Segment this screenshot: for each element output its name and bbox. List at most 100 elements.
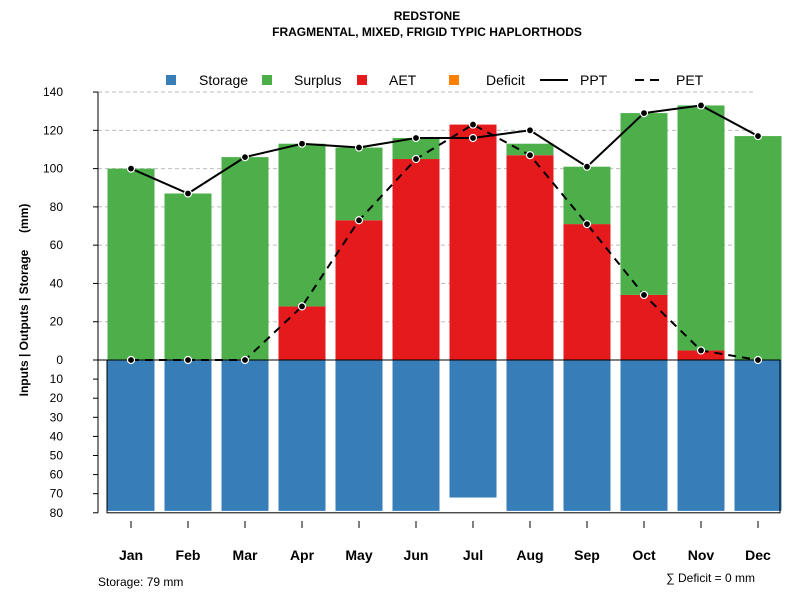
x-axis-ticks: Jan Feb Mar Apr May Jun Jul Aug Sep Oct Nov Dec: [119, 521, 771, 563]
storage-bar: [221, 360, 269, 511]
storage-bar: [677, 360, 725, 511]
x-tick-label: Nov: [688, 547, 715, 563]
x-tick-label: Jan: [119, 547, 143, 563]
ppt-line-point: [240, 153, 250, 162]
aet-bar: [392, 159, 440, 360]
surplus-bar: [164, 193, 212, 360]
x-tick-label: Dec: [745, 547, 771, 563]
y-tick-label: 60: [50, 468, 64, 482]
ppt-line-point: [525, 126, 535, 135]
surplus-bar: [335, 147, 383, 221]
y-tick-label: 30: [50, 410, 64, 424]
y-tick-label: 120: [43, 123, 63, 137]
storage-bar: [734, 360, 782, 511]
pet-line-point: [525, 151, 535, 160]
aet-bar: [506, 155, 554, 360]
storage-bar: [620, 360, 668, 511]
pet-line-point: [696, 346, 706, 355]
x-tick-label: Aug: [516, 547, 543, 563]
surplus-bar: [506, 143, 554, 156]
storage-bar: [278, 360, 326, 511]
storage-bar: [449, 360, 497, 498]
y-tick-label: 40: [50, 276, 64, 290]
chart-title: REDSTONE: [394, 9, 460, 23]
surplus-bar: [734, 136, 782, 360]
storage-bar: [335, 360, 383, 511]
y-tick-label: 20: [50, 391, 64, 405]
legend-surplus-label: Surplus: [294, 72, 341, 88]
storage-bar: [563, 360, 611, 511]
y-tick-label: 80: [50, 200, 64, 214]
storage-frame: [106, 359, 781, 514]
ppt-line-point: [411, 133, 421, 143]
ppt-line-point: [753, 131, 763, 141]
pet-line-point: [582, 220, 592, 229]
surplus-bar: [563, 166, 611, 225]
x-tick-label: May: [345, 547, 372, 563]
y-tick-label: 60: [50, 238, 64, 252]
y-axis-label: Inputs | Outputs | Storage (mm): [17, 204, 31, 397]
pet-line-point: [297, 302, 307, 311]
ppt-line-point: [297, 139, 307, 148]
legend-deficit-label: Deficit: [486, 72, 525, 88]
surplus-bar: [107, 168, 155, 360]
ppt-line-point: [468, 133, 478, 143]
ppt-line-point: [696, 101, 706, 110]
y-tick-label: 20: [50, 315, 64, 329]
pet-line-point: [354, 216, 364, 225]
legend-storage-label: Storage: [199, 72, 248, 88]
axes: [97, 92, 781, 514]
y-tick-label: 10: [50, 372, 64, 386]
ppt-line-point: [582, 162, 592, 171]
y-tick-label: 100: [43, 162, 63, 176]
legend-surplus-swatch: [262, 75, 272, 85]
series-lines: [126, 101, 763, 365]
deficit-note: ∑ Deficit = 0 mm: [666, 571, 755, 585]
x-tick-label: Sep: [574, 547, 600, 563]
y-axis-ticks: 0 20 40 60 80 100 120 140 10 20 30 40 50 60 70 80: [43, 85, 98, 520]
bars: [107, 105, 782, 511]
pet-line: [131, 123, 759, 361]
legend-ppt-label: PPT: [580, 72, 608, 88]
pet-line-point: [183, 355, 193, 365]
surplus-bar: [677, 105, 725, 351]
pet-line-point: [240, 355, 250, 365]
ppt-line-point: [126, 164, 136, 173]
pet-line-point: [753, 355, 763, 365]
surplus-bar: [278, 143, 326, 307]
x-tick-label: Jun: [404, 547, 429, 563]
y-tick-label: 80: [50, 506, 64, 520]
x-tick-label: Apr: [290, 547, 315, 563]
ppt-line: [130, 104, 759, 195]
x-tick-label: Jul: [463, 547, 483, 563]
aet-bar: [449, 124, 497, 360]
legend-storage-swatch: [166, 75, 176, 85]
ppt-line-point: [639, 108, 649, 118]
y-tick-label: 50: [50, 449, 64, 463]
aet-bar: [620, 294, 668, 360]
y-tick-label: 40: [50, 429, 64, 443]
pet-line-point: [411, 154, 421, 164]
legend-deficit-swatch: [449, 75, 459, 85]
aet-bar: [278, 306, 326, 360]
pet-line-point: [639, 290, 649, 300]
legend-aet-label: AET: [389, 72, 417, 88]
pet-line-point: [468, 120, 478, 129]
x-tick-label: Oct: [632, 547, 656, 563]
surplus-bar: [392, 137, 440, 160]
surplus-bar: [221, 157, 269, 360]
surplus-bar: [620, 113, 668, 295]
aet-bar: [563, 224, 611, 360]
legend-pet-label: PET: [676, 72, 704, 88]
y-tick-label: 140: [43, 85, 63, 99]
pet-line-point: [126, 355, 136, 365]
y-tick-label: 0: [56, 353, 63, 367]
storage-note: Storage: 79 mm: [98, 575, 183, 589]
chart-subtitle: FRAGMENTAL, MIXED, FRIGID TYPIC HAPLORTH…: [272, 25, 582, 39]
storage-bar: [107, 360, 155, 511]
y-tick-label: 70: [50, 487, 64, 501]
legend: Storage Surplus AET Deficit PPT PET: [166, 72, 704, 88]
x-tick-label: Mar: [233, 547, 258, 563]
storage-bar: [392, 360, 440, 511]
